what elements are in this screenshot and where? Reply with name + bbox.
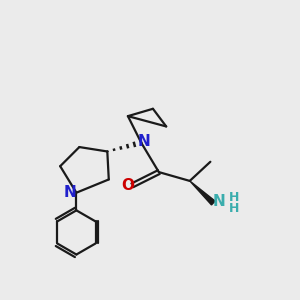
Text: H: H xyxy=(229,190,239,204)
Polygon shape xyxy=(190,181,215,205)
Text: N: N xyxy=(213,194,226,209)
Text: H: H xyxy=(229,202,239,215)
Text: N: N xyxy=(137,134,150,149)
Text: N: N xyxy=(64,185,76,200)
Text: O: O xyxy=(122,178,134,193)
